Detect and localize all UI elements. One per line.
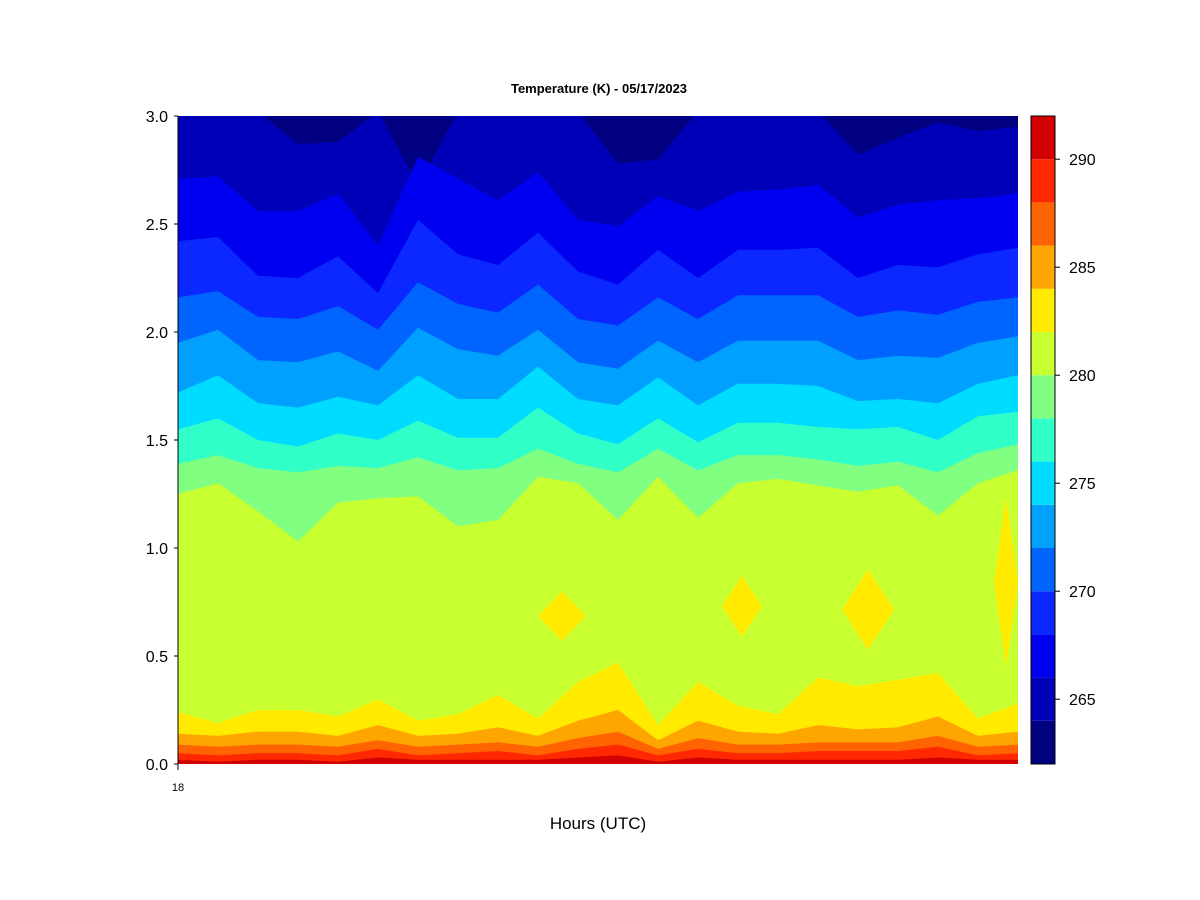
x-tick-label: 18 (172, 782, 184, 794)
colorbar-swatch (1031, 548, 1055, 592)
colorbar-swatch (1031, 332, 1055, 376)
y-axis: 0.0 0.5 1.0 1.5 2.0 2.5 3.0 (146, 109, 179, 774)
colorbar (1030, 115, 1056, 765)
colorbar-swatch (1031, 375, 1055, 419)
colorbar-swatch (1031, 245, 1055, 289)
colorbar-tick-label: 280 (1069, 368, 1096, 385)
colorbar-swatch (1031, 634, 1055, 678)
y-tick-label: 2.0 (146, 325, 168, 342)
colorbar-swatch (1031, 591, 1055, 635)
colorbar-swatch (1031, 116, 1055, 160)
colorbar-tick-label: 270 (1069, 584, 1096, 601)
y-tick-label: 0.0 (146, 757, 168, 774)
colorbar-tick-label: 285 (1069, 260, 1096, 277)
colorbar-swatch (1031, 418, 1055, 462)
warm-patch-2 (722, 576, 762, 637)
warm-patch-1 (538, 591, 586, 641)
y-tick-label: 1.5 (146, 433, 168, 450)
colorbar-swatch (1031, 159, 1055, 203)
colorbar-frame (1030, 115, 1056, 765)
colorbar-swatch (1031, 677, 1055, 721)
chart-title: Temperature (K) - 05/17/2023 (511, 81, 687, 96)
y-tick-label: 0.5 (146, 649, 168, 666)
colorbar-tick-label: 290 (1069, 152, 1096, 169)
colorbar-tick-label: 265 (1069, 692, 1096, 709)
x-axis-label: Hours (UTC) (550, 814, 646, 833)
colorbar-swatch (1031, 720, 1055, 764)
y-tick-label: 3.0 (146, 109, 168, 126)
warm-patch-3 (842, 569, 894, 650)
colorbar-tick-label: 275 (1069, 476, 1096, 493)
y-tick-label: 2.5 (146, 217, 168, 234)
y-tick-label: 1.0 (146, 541, 168, 558)
band-290 (178, 755, 1018, 764)
warm-patch-4 (994, 498, 1018, 667)
contour-fill (178, 116, 1018, 764)
colorbar-swatch (1031, 288, 1055, 332)
x-axis: 18 (172, 764, 184, 794)
colorbar-ticks: 265 270 275 280 285 290 (1055, 152, 1096, 709)
colorbar-swatch (1031, 202, 1055, 246)
colorbar-swatch (1031, 461, 1055, 505)
colorbar-swatch (1031, 504, 1055, 548)
